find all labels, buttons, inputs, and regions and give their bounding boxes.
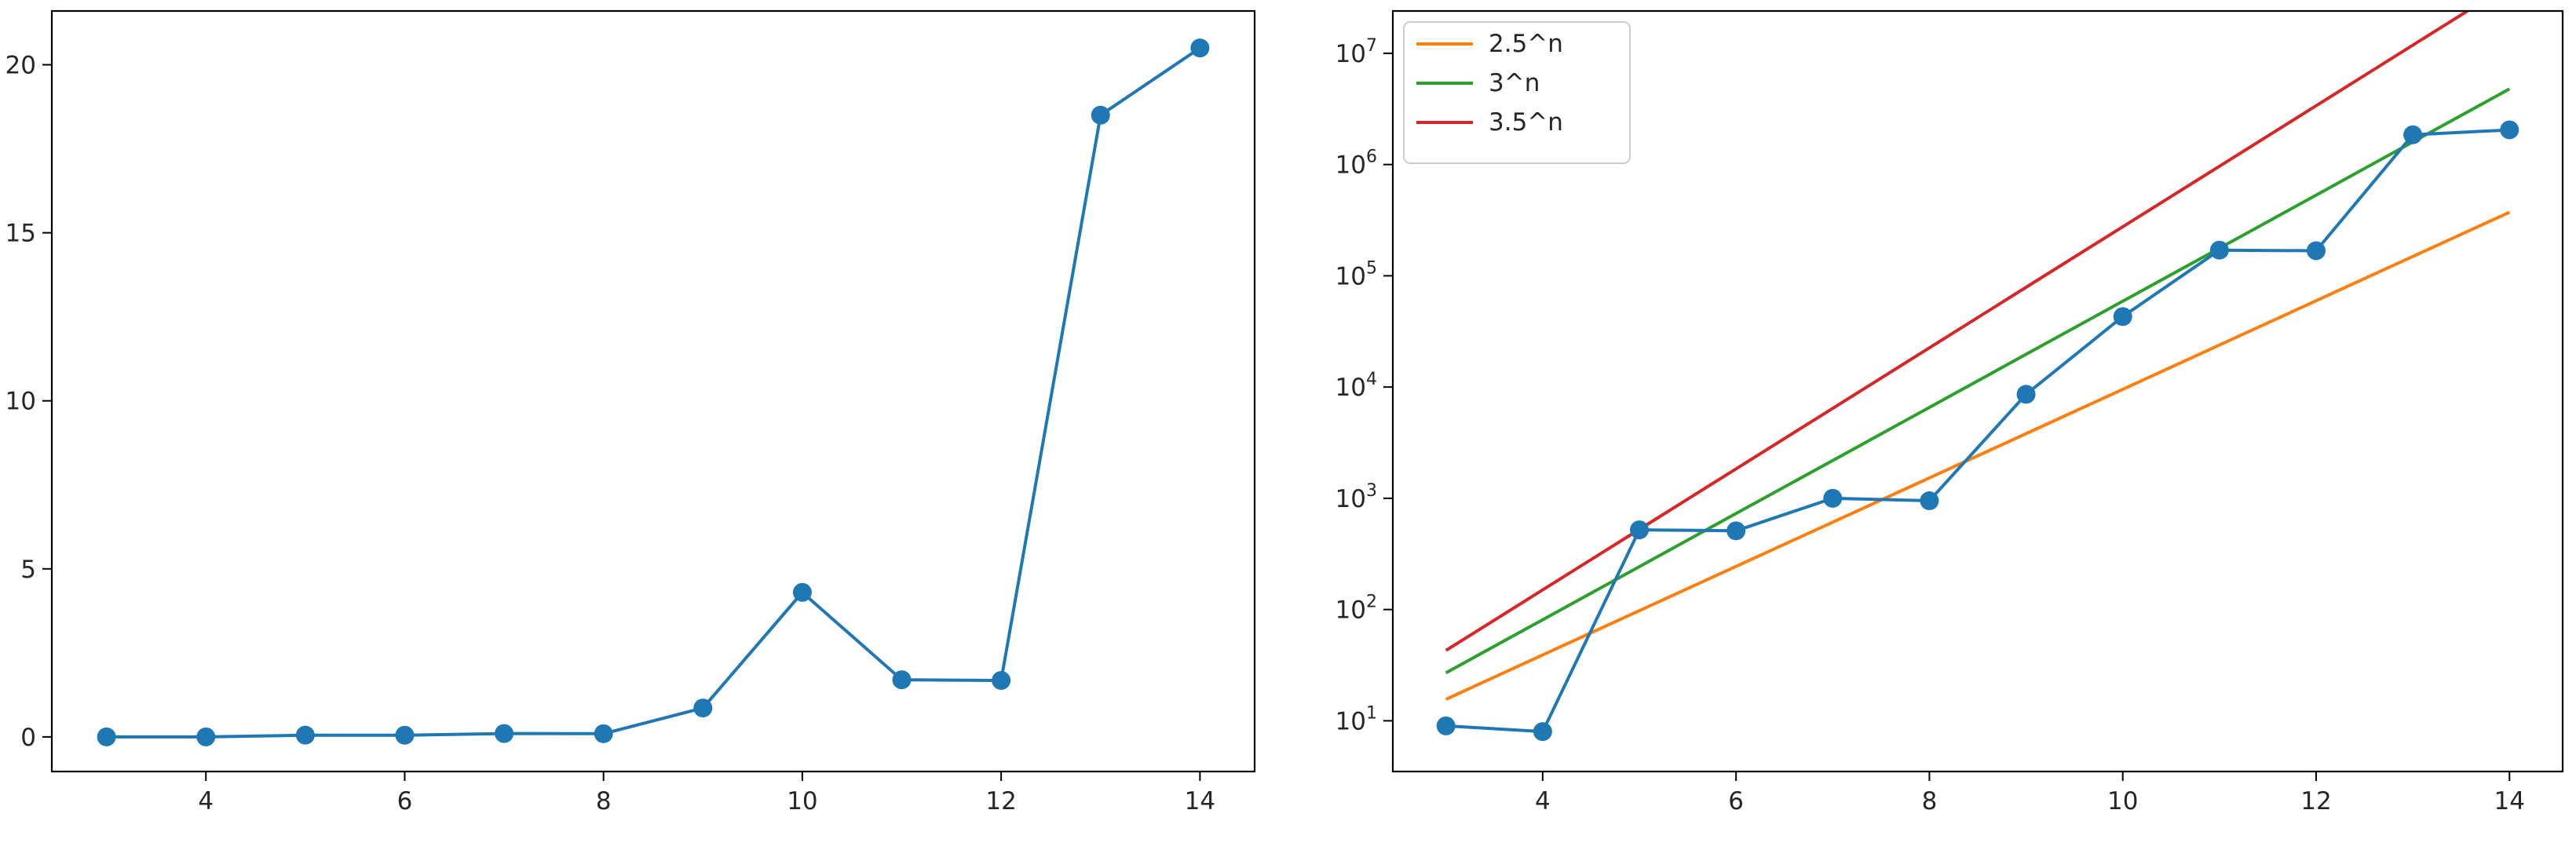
- data-point-8: [594, 724, 613, 743]
- data-series-line: [1445, 128, 2510, 734]
- log-axes-frame: [1391, 9, 2564, 773]
- legend-label-2-5-n: 2.5^n: [1489, 30, 1563, 58]
- linear-y-ticks: 0 5 10 15 20: [5, 52, 52, 752]
- data-point-10: [792, 582, 812, 602]
- x-tick-label-6: 6: [397, 787, 413, 815]
- data-point-12: [992, 670, 1011, 690]
- log-y-ticks: 101 102 103 104 105 106 107: [1336, 36, 1393, 735]
- data-point-5: [295, 725, 315, 745]
- y-tick-label-100000: 105: [1336, 258, 1377, 290]
- x-tick-label-8: 8: [1922, 787, 1938, 815]
- data-point-8: [1920, 491, 1939, 511]
- y-tick-label-10000: 104: [1336, 370, 1377, 402]
- series-3-5-n-line: [1445, 11, 2471, 652]
- data-point-3: [1436, 716, 1456, 735]
- data-point-4: [196, 727, 216, 746]
- data-point-3: [97, 727, 116, 746]
- data-point-14: [1190, 38, 1210, 58]
- data-point-10: [2113, 307, 2132, 327]
- data-point-6: [1726, 521, 1746, 541]
- y-tick-label-10000000: 107: [1336, 36, 1377, 68]
- x-tick-label-14: 14: [2494, 787, 2525, 815]
- y-tick-label-1000: 103: [1336, 481, 1377, 513]
- x-tick-label-14: 14: [1185, 787, 1215, 815]
- y-tick-label-20: 20: [5, 52, 36, 80]
- linear-axes-frame: [50, 9, 1256, 773]
- data-point-11: [892, 670, 912, 690]
- y-tick-label-100: 102: [1336, 593, 1377, 625]
- x-tick-label-4: 4: [1535, 787, 1551, 815]
- data-series-line: [106, 46, 1201, 739]
- x-tick-label-12: 12: [2300, 787, 2331, 815]
- data-point-6: [395, 725, 415, 745]
- legend: 2.5^n 3^n 3.5^n: [1403, 21, 1631, 164]
- linear-x-ticks: 4 6 8 10 12 14: [198, 772, 1215, 815]
- legend-box: [1403, 21, 1631, 164]
- log-chart: 4 6 8 10 12 14 101 102 103 104 105 106 107 2.5^n 3^n…: [1336, 9, 2564, 815]
- x-tick-label-12: 12: [985, 787, 1016, 815]
- data-point-7: [1823, 488, 1843, 508]
- data-point-13: [2403, 125, 2423, 144]
- x-tick-label-6: 6: [1728, 787, 1744, 815]
- linear-series-layer: [97, 38, 1210, 746]
- legend-label-3-5-n: 3.5^n: [1489, 108, 1563, 137]
- x-tick-label-10: 10: [787, 787, 817, 815]
- data-point-9: [2016, 385, 2036, 404]
- data-point-14: [2500, 120, 2519, 140]
- y-tick-label-15: 15: [5, 220, 36, 248]
- data-point-9: [693, 699, 713, 718]
- log-series-layer: [1436, 11, 2519, 742]
- data-point-11: [2209, 240, 2229, 260]
- series-3-n-line: [1445, 87, 2511, 674]
- y-tick-label-5: 5: [20, 556, 36, 584]
- legend-label-3-n: 3^n: [1489, 69, 1540, 97]
- data-point-12: [2306, 241, 2326, 261]
- data-point-5: [1630, 520, 1650, 540]
- series-2-5-n-line: [1445, 210, 2511, 701]
- y-tick-label-10: 101: [1336, 703, 1377, 735]
- y-tick-label-0: 0: [20, 724, 36, 752]
- data-point-4: [1533, 722, 1552, 742]
- x-tick-label-4: 4: [198, 787, 214, 815]
- y-tick-label-1000000: 106: [1336, 148, 1377, 180]
- data-point-7: [495, 724, 514, 743]
- data-point-13: [1091, 105, 1110, 125]
- linear-chart: 4 6 8 10 12 14 0 5 10 15 20: [5, 9, 1256, 815]
- x-tick-label-10: 10: [2107, 787, 2138, 815]
- log-x-ticks: 4 6 8 10 12 14: [1535, 772, 2525, 815]
- y-tick-label-10: 10: [5, 388, 36, 416]
- x-tick-label-8: 8: [596, 787, 612, 815]
